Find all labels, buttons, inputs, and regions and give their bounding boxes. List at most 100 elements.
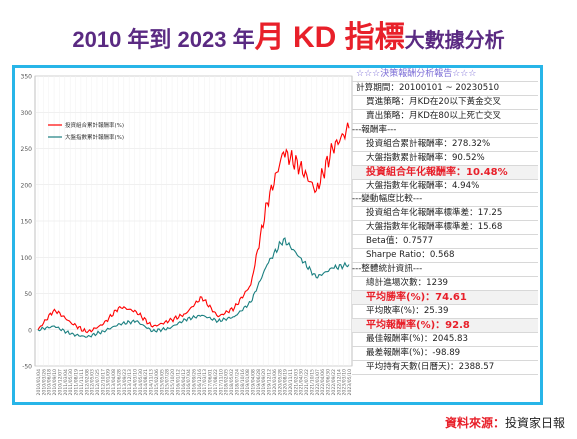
x-tick-label: 2021/10/15 <box>309 369 315 396</box>
report-header: ☆☆☆決策報酬分析報告☆☆☆ <box>352 68 538 82</box>
x-tick-label: 2016/07/04 <box>186 369 192 396</box>
x-tick-label: 2022/04/06 <box>320 369 326 396</box>
x-tick-label: 2016/09/26 <box>192 369 198 396</box>
x-tick-label: 2011/08/19 <box>74 369 80 396</box>
title-part-indicator: 月 KD 指標 <box>254 21 405 54</box>
report-section-volatility: ---變動幅度比較--- <box>352 193 538 208</box>
x-tick-label: 2016/12/16 <box>197 369 203 396</box>
x-tick-label: 2014/11/13 <box>149 369 155 396</box>
series-line-portfolio <box>37 122 350 334</box>
x-tick-label: 2011/03/04 <box>63 369 69 396</box>
source-separator: ： <box>492 416 505 430</box>
x-tick-label: 2013/12/13 <box>127 369 133 396</box>
report-portfolio-sd: 投資組合年化報酬率標準差：17.25 <box>352 207 538 222</box>
x-tick-label: 2011/05/30 <box>68 369 74 396</box>
x-tick-label: 2014/03/10 <box>133 369 139 396</box>
title-part-analysis: 大數據分析 <box>404 28 505 52</box>
report-sell-rule: 賣出策略：月KD在80以上死亡交叉 <box>352 110 538 124</box>
source-value: 投資家日報 <box>504 416 565 430</box>
series-line-index <box>37 237 350 338</box>
x-tick-label: 2010/06/18 <box>47 369 53 396</box>
y-tick-label: 50 <box>24 291 32 298</box>
x-tick-label: 2023/05/10 <box>347 369 353 396</box>
report-index-cumulative: 大盤指數累計報酬率：90.52% <box>352 152 538 166</box>
x-tick-label: 2019/09/20 <box>261 369 267 396</box>
y-tick-label: 300 <box>21 110 33 117</box>
x-tick-label: 2012/05/03 <box>90 369 96 396</box>
report-best-return: 最佳報酬率(%)：2045.83 <box>352 333 538 347</box>
x-tick-label: 2013/01/09 <box>106 369 112 396</box>
x-tick-label: 2018/10/16 <box>240 369 246 396</box>
source-label: 資料來源 <box>444 416 493 430</box>
x-tick-label: 2010/09/10 <box>52 369 58 396</box>
report-period: 計算期間：20100101 ~ 20230510 <box>352 82 538 96</box>
x-tick-label: 2022/06/30 <box>326 369 332 396</box>
x-tick-label: 2012/07/25 <box>95 369 101 396</box>
source-credit: 資料來源：投資家日報 <box>445 414 565 431</box>
x-tick-label: 2018/05/02 <box>229 369 235 396</box>
x-tick-label: 2018/02/05 <box>224 369 230 396</box>
x-tick-label: 2014/05/30 <box>138 369 144 396</box>
x-tick-label: 2022/12/14 <box>336 369 342 396</box>
report-portfolio-annualized: 投資組合年化報酬率：10.48% <box>352 165 538 180</box>
x-tick-label: 2016/04/12 <box>181 369 187 396</box>
x-tick-label: 2011/11/11 <box>79 369 85 396</box>
report-panel: ☆☆☆決策報酬分析報告☆☆☆ 計算期間：20100101 ~ 20230510 … <box>352 68 538 402</box>
x-tick-label: 2017/06/01 <box>208 369 214 396</box>
x-tick-label: 2010/12/07 <box>57 369 63 396</box>
report-trade-count: 總計進場次數：1239 <box>352 277 538 291</box>
report-average-return: 平均報酬率(%)：92.8 <box>352 318 538 333</box>
y-tick-label: 350 <box>21 74 33 81</box>
x-tick-label: 2017/11/10 <box>218 369 224 396</box>
report-worst-return: 最差報酬率(%)：-98.89 <box>352 347 538 361</box>
x-tick-label: 2018/07/24 <box>234 369 240 396</box>
x-tick-label: 2012/02/08 <box>84 369 90 396</box>
x-tick-label: 2020/05/28 <box>277 369 283 396</box>
x-tick-label: 2022/01/07 <box>315 369 321 396</box>
legend-label: 投資組合累計報酬率(%) <box>65 121 124 129</box>
x-tick-label: 2010/03/26 <box>41 369 47 396</box>
x-tick-label: 2017/03/13 <box>202 369 208 396</box>
report-win-rate: 平均勝率(%)：74.61 <box>352 291 538 305</box>
x-tick-label: 2015/05/05 <box>159 369 165 396</box>
x-tick-label: 2019/06/28 <box>256 369 262 396</box>
y-tick-label: 150 <box>21 219 33 226</box>
report-loss-rate: 平均敗率(%)：25.39 <box>352 305 538 319</box>
report-hold-days: 平均持有天數(日曆天)：2388.57 <box>352 361 538 375</box>
x-tick-label: 2010/01/04 <box>36 369 42 396</box>
x-tick-label: 2021/07/22 <box>304 369 310 396</box>
x-tick-label: 2017/08/22 <box>213 369 219 396</box>
y-tick-label: 100 <box>21 255 33 262</box>
title-part-years: 2010 年到 2023 年 <box>72 27 255 52</box>
y-tick-label: 250 <box>21 146 33 153</box>
report-portfolio-cumulative: 投資組合累計報酬率：278.32% <box>352 138 538 152</box>
y-tick-label: 0 <box>28 327 32 334</box>
report-beta: Beta值：0.7577 <box>352 235 538 250</box>
x-tick-label: 2014/08/21 <box>143 369 149 396</box>
x-tick-label: 2019/04/08 <box>250 369 256 396</box>
x-tick-label: 2020/08/19 <box>283 369 289 396</box>
x-tick-label: 2015/02/06 <box>154 369 160 396</box>
x-tick-label: 2013/09/23 <box>122 369 128 396</box>
x-tick-label: 2023/03/10 <box>342 369 348 396</box>
x-tick-label: 2013/04/08 <box>111 369 117 396</box>
x-tick-label: 2022/09/22 <box>331 369 337 396</box>
x-tick-label: 2021/04/30 <box>299 369 305 396</box>
x-tick-label: 2015/10/20 <box>170 369 176 396</box>
x-tick-label: 2020/11/11 <box>288 369 294 396</box>
report-section-trades: ---整體統計資訊--- <box>352 263 538 278</box>
x-tick-label: 2019/12/12 <box>267 369 273 396</box>
x-tick-label: 2012/10/17 <box>100 369 106 396</box>
report-sharpe: Sharpe Ratio：0.568 <box>352 249 538 264</box>
report-section-return: ---報酬率--- <box>352 124 538 138</box>
legend-label: 大盤指數累計報酬率(%) <box>65 133 124 141</box>
x-tick-label: 2019/01/08 <box>245 369 251 396</box>
report-index-sd: 大盤指數年化報酬率標準差：15.68 <box>352 221 538 236</box>
x-tick-label: 2015/07/28 <box>165 369 171 396</box>
page-title: 2010 年到 2023 年月 KD 指標大數據分析 <box>0 12 577 56</box>
x-tick-label: 2020/03/06 <box>272 369 278 396</box>
y-tick-label: 200 <box>21 182 33 189</box>
x-tick-label: 2016/01/12 <box>175 369 181 396</box>
x-tick-label: 2013/06/28 <box>116 369 122 396</box>
